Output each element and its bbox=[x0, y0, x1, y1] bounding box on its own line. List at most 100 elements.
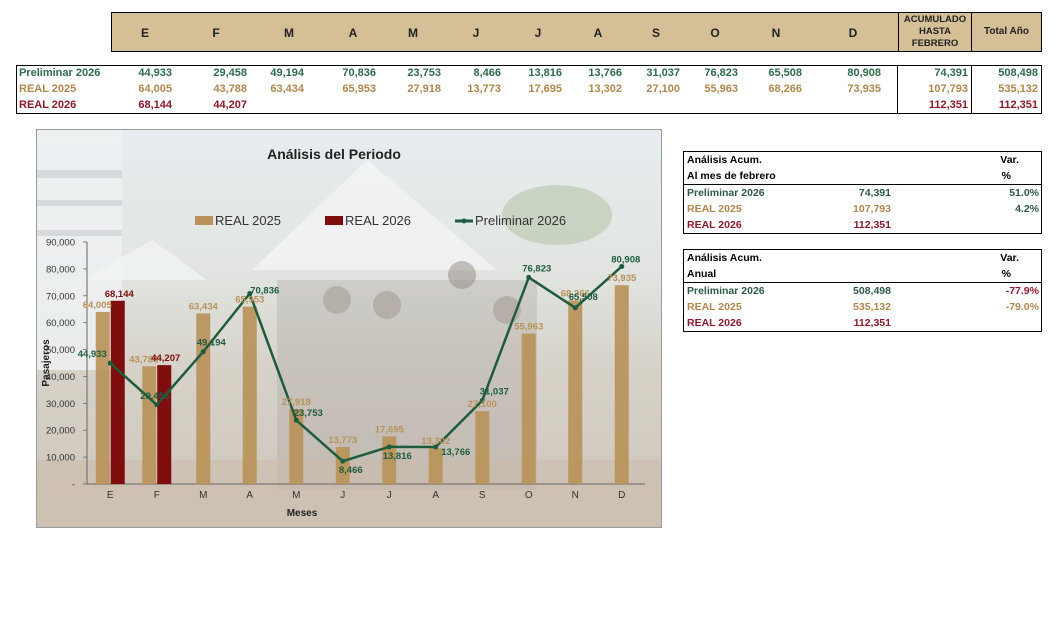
months-header: E F M A M J J A S O N D ACUMULADO HASTA FEBRERO Tot… bbox=[111, 12, 1042, 52]
bar-real-2026 bbox=[157, 365, 172, 484]
data-label-real-2025: 55,963 bbox=[514, 322, 543, 333]
x-tick-label: N bbox=[572, 490, 579, 501]
legend-label: Preliminar 2026 bbox=[475, 213, 566, 228]
summary-annual-table: Análisis Acum. Var. Anual % Preliminar 2… bbox=[683, 249, 1042, 332]
month-value-cell: 64,005 bbox=[138, 83, 172, 95]
line-point bbox=[572, 305, 578, 311]
bar-real-2025 bbox=[568, 300, 583, 484]
y-tick-label: 60,000 bbox=[46, 318, 75, 329]
line-point bbox=[154, 402, 160, 408]
row-value: 112,351 bbox=[853, 219, 891, 231]
x-tick-label: O bbox=[525, 490, 533, 501]
month-value-cell: 13,766 bbox=[588, 67, 622, 79]
row-label: Preliminar 2026 bbox=[687, 285, 765, 297]
row-value: 107,793 bbox=[853, 203, 891, 215]
summary-year-subheader: Anual % bbox=[684, 266, 1041, 282]
line-point bbox=[526, 274, 532, 280]
data-label-preliminar-2026: 23,753 bbox=[294, 408, 323, 419]
summary-feb-period: Al mes de febrero bbox=[687, 170, 776, 182]
month-value-cell: 27,100 bbox=[646, 83, 680, 95]
month-value-cell: 68,266 bbox=[768, 83, 802, 95]
x-tick-label: M bbox=[199, 490, 207, 501]
row-value: 112,351 bbox=[853, 317, 891, 329]
summary-feb-subheader: Al mes de febrero % bbox=[684, 168, 1041, 184]
month-value-cell: 13,816 bbox=[528, 67, 562, 79]
line-point bbox=[200, 349, 206, 355]
data-label-preliminar-2026: 80,908 bbox=[611, 254, 640, 265]
summary-year-header: Análisis Acum. Var. bbox=[684, 250, 1041, 266]
y-tick-label: 80,000 bbox=[46, 264, 75, 275]
bar-real-2025 bbox=[335, 446, 350, 484]
row-real-2026: REAL 2026 68,144 44,207 112,351 112,351 bbox=[17, 98, 1041, 114]
data-label-preliminar-2026: 65,508 bbox=[569, 292, 598, 303]
month-header-cell: N bbox=[771, 26, 781, 40]
chart-plot: Análisis del Periodo REAL 2025 REAL 2026 Pr… bbox=[37, 130, 661, 527]
data-label-real-2025: 17,695 bbox=[375, 424, 405, 435]
data-label-real-2025: 63,434 bbox=[189, 301, 219, 312]
legend-swatch bbox=[325, 216, 343, 225]
summary-feb-row-real2026: REAL 2026 112,351 bbox=[684, 217, 1041, 233]
chart-title: Análisis del Periodo bbox=[267, 146, 401, 162]
line-point bbox=[107, 360, 113, 366]
line-point bbox=[340, 458, 346, 464]
y-tick-label: 20,000 bbox=[46, 426, 75, 437]
data-label-real-2025: 27,918 bbox=[282, 397, 311, 408]
x-tick-label: A bbox=[246, 490, 253, 501]
line-point bbox=[247, 291, 253, 297]
month-header-cell: M bbox=[408, 26, 418, 40]
line-point bbox=[386, 444, 392, 450]
monthly-data-table: Preliminar 2026 44,933 29,458 49,194 70,836 2… bbox=[16, 65, 1042, 114]
analysis-chart: Análisis del Periodo REAL 2025 REAL 2026 Pr… bbox=[36, 129, 662, 528]
x-tick-label: A bbox=[432, 490, 439, 501]
month-header-cell: A bbox=[348, 26, 358, 40]
bar-real-2025 bbox=[142, 366, 157, 484]
row-var: -79.0% bbox=[1005, 301, 1039, 313]
data-label-real-2025: 73,935 bbox=[607, 273, 637, 284]
bar-real-2025 bbox=[521, 333, 536, 484]
month-value-cell: 63,434 bbox=[270, 83, 304, 95]
data-label-preliminar-2026: 76,823 bbox=[522, 263, 551, 274]
line-point bbox=[293, 417, 299, 423]
month-header-cell: J bbox=[534, 26, 542, 40]
month-value-cell: 43,788 bbox=[213, 83, 247, 95]
row-var: 4.2% bbox=[1015, 203, 1039, 215]
row-value: 74,391 bbox=[858, 187, 891, 199]
line-point bbox=[433, 444, 439, 450]
acumulado-cell: 107,793 bbox=[928, 83, 968, 95]
month-value-cell: 49,194 bbox=[270, 67, 304, 79]
summary-year-row-real2026: REAL 2026 112,351 bbox=[684, 315, 1041, 331]
bar-real-2025 bbox=[428, 448, 443, 484]
line-point bbox=[479, 398, 485, 404]
month-value-cell: 29,458 bbox=[213, 67, 247, 79]
row-var: 51.0% bbox=[1009, 187, 1039, 199]
month-header-cell: F bbox=[212, 26, 220, 40]
y-tick-label: 70,000 bbox=[46, 291, 75, 302]
acumulado-header-line1: ACUMULADO bbox=[903, 14, 967, 25]
month-value-cell: 80,908 bbox=[847, 67, 881, 79]
month-value-cell: 23,753 bbox=[407, 67, 441, 79]
row-label: REAL 2026 bbox=[19, 99, 77, 111]
summary-feb-pct-label: % bbox=[1001, 170, 1011, 182]
summary-feb-row-real2025: REAL 2025 107,793 4.2% bbox=[684, 201, 1041, 217]
bar-real-2025 bbox=[475, 411, 490, 484]
month-value-cell: 44,207 bbox=[213, 99, 247, 111]
month-value-cell: 13,302 bbox=[588, 83, 622, 95]
y-tick-label: 50,000 bbox=[46, 345, 75, 356]
month-header-cell: A bbox=[593, 26, 603, 40]
total-cell: 535,132 bbox=[998, 83, 1038, 95]
data-label-preliminar-2026: 70,836 bbox=[250, 286, 279, 297]
summary-year-title: Análisis Acum. bbox=[687, 252, 762, 264]
legend-label: REAL 2025 bbox=[215, 213, 281, 228]
data-label-real-2025: 65,953 bbox=[235, 295, 264, 306]
total-header: Total Año bbox=[971, 13, 1041, 51]
x-tick-label: D bbox=[618, 490, 625, 501]
total-cell: 508,498 bbox=[998, 67, 1038, 79]
x-tick-label: S bbox=[479, 490, 486, 501]
data-label-preliminar-2026: 13,816 bbox=[383, 451, 412, 462]
data-label-preliminar-2026: 31,037 bbox=[480, 387, 509, 398]
month-header-cell: S bbox=[651, 26, 661, 40]
x-tick-label: J bbox=[387, 490, 392, 501]
row-label: REAL 2025 bbox=[687, 203, 742, 215]
data-label-real-2026: 68,144 bbox=[105, 289, 135, 300]
month-value-cell: 13,773 bbox=[467, 83, 501, 95]
